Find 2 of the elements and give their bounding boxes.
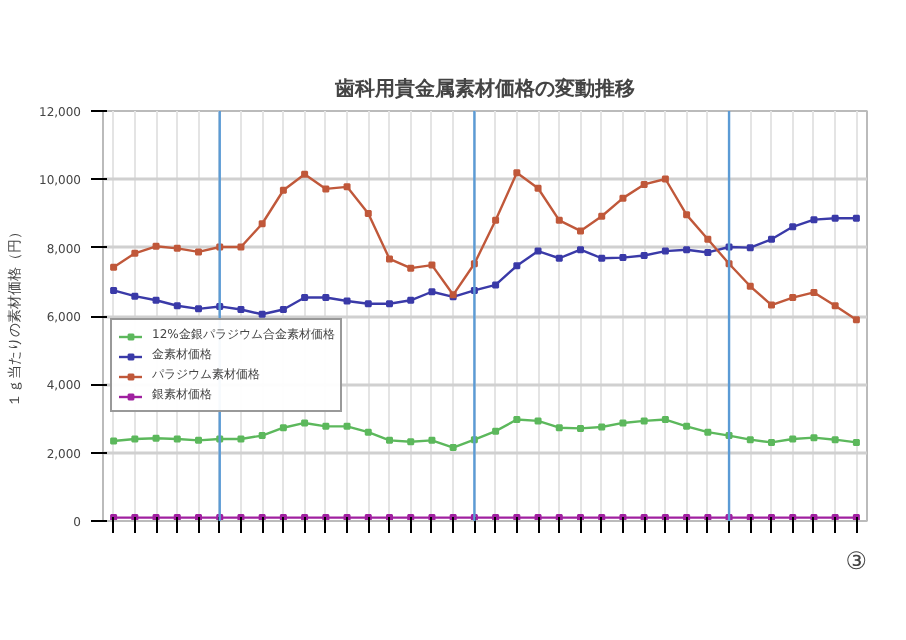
chart-title: 歯科用貴金属素材価格の変動推移: [333, 77, 635, 101]
text: ③: [845, 547, 868, 575]
